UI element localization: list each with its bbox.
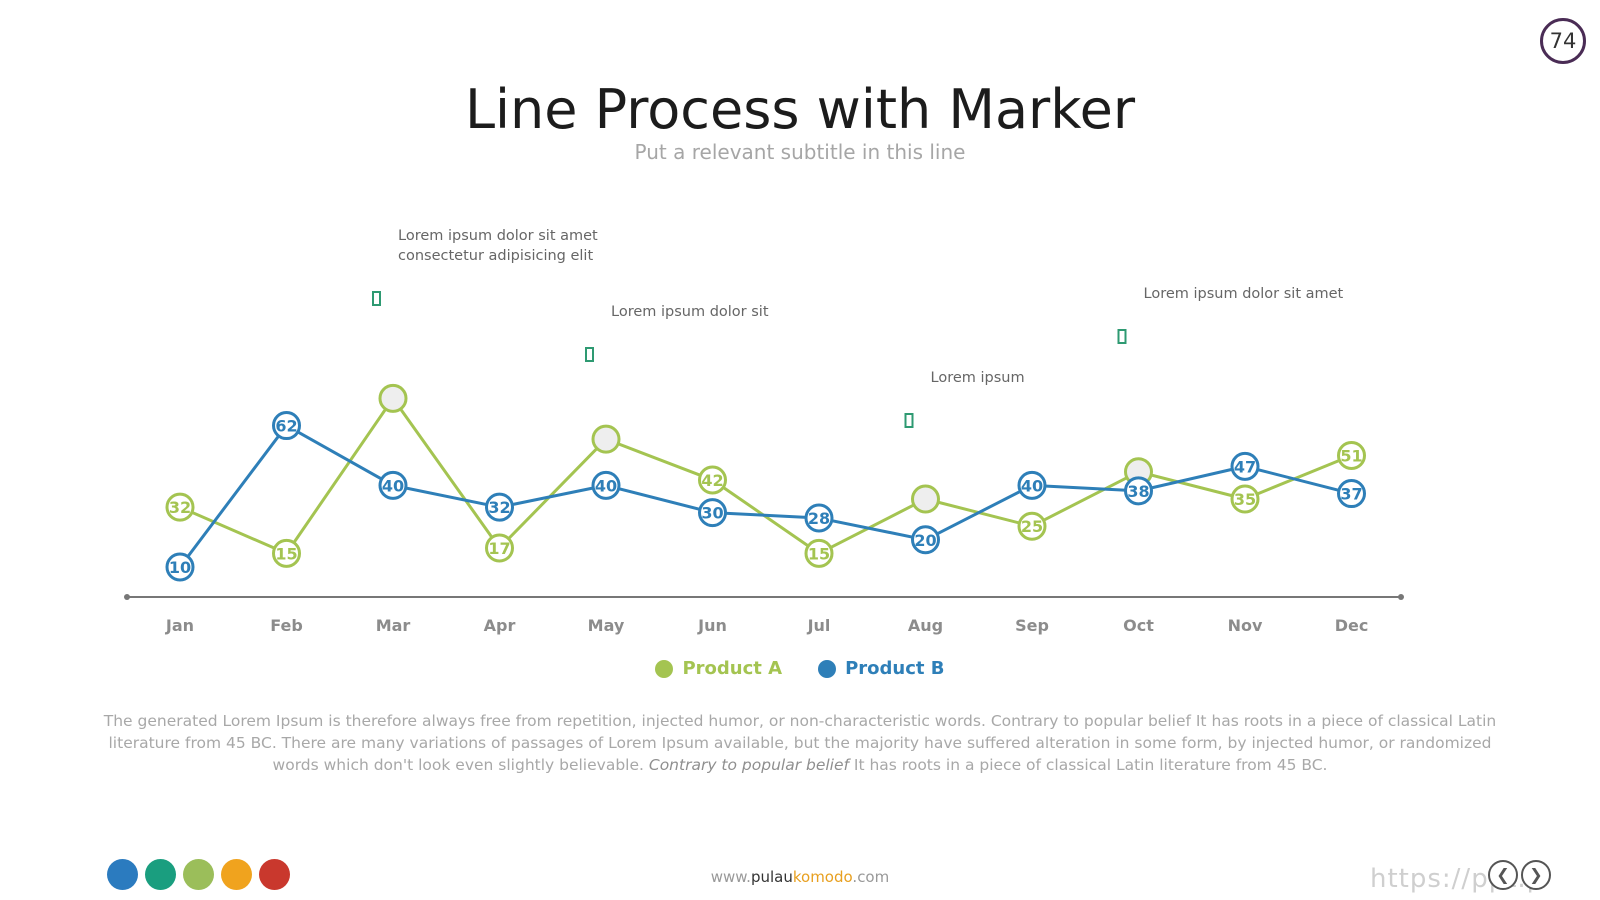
data-label-product-a-apr: 17: [488, 539, 510, 558]
legend-marker-product-b: [818, 659, 837, 678]
annotation-text-3-line-1: Lorem ipsum: [931, 370, 1025, 386]
footer-brand-b: komodo: [792, 868, 853, 886]
data-label-product-b-dec: 37: [1340, 485, 1362, 504]
data-point-product-a-feb: [272, 538, 301, 568]
annotation-marker-2: [585, 347, 594, 362]
x-axis-start-cap: [124, 594, 130, 600]
page-subtitle: Put a relevant subtitle in this line: [634, 140, 966, 164]
palette-dot-3: [183, 859, 214, 890]
color-palette-dots: [107, 859, 290, 890]
data-point-product-a-jul: [804, 538, 834, 568]
data-point-product-b-apr: [485, 492, 514, 522]
x-tick-label-mar: Mar: [376, 616, 411, 635]
data-label-product-a-feb: 15: [275, 544, 297, 563]
palette-dot-1: [107, 859, 138, 890]
data-label-product-a-sep: 25: [1021, 517, 1043, 536]
annotation-marker-3: [904, 413, 914, 428]
footer-website[interactable]: www.pulaukomodo.com: [0, 868, 1600, 886]
body-text-part-1: The generated Lorem Ipsum is therefore a…: [103, 712, 1497, 774]
data-point-product-a-nov: [1230, 484, 1260, 514]
data-point-product-a-aug: [911, 484, 940, 514]
data-label-product-b-jun: 30: [701, 504, 723, 523]
chevron-left-icon: ❮: [1496, 867, 1510, 884]
annotation-marker-4: [1117, 329, 1127, 344]
footer-brand-a: pulau: [750, 868, 793, 886]
legend-label-product-b: Product B: [845, 658, 945, 679]
data-point-product-b-mar: [378, 470, 408, 500]
annotation-text-2-line-1: Lorem ipsum dolor sit: [611, 304, 769, 320]
data-label-product-b-feb: 62: [275, 417, 297, 436]
data-label-product-b-oct: 38: [1127, 482, 1149, 501]
data-label-product-b-jul: 28: [808, 509, 830, 528]
data-label-product-a-dec: 51: [1340, 446, 1362, 465]
data-label-product-a-jul: 15: [808, 544, 830, 563]
data-label-product-b-aug: 20: [914, 531, 936, 550]
annotation-text-1-line-2: consectetur adipisicing elit: [398, 248, 593, 264]
x-tick-label-jan: Jan: [165, 616, 194, 635]
palette-dot-4: [221, 859, 252, 890]
data-label-product-a-nov: 35: [1234, 490, 1256, 509]
x-tick-label-may: May: [588, 616, 625, 635]
palette-dot-5: [259, 859, 290, 890]
x-tick-label-oct: Oct: [1123, 616, 1154, 635]
data-label-product-a-jun: 42: [701, 471, 723, 490]
x-tick-label-jul: Jul: [807, 616, 831, 635]
chart-legend: Product A Product B: [0, 658, 1600, 679]
data-point-product-a-dec: [1337, 440, 1366, 470]
data-point-product-b-jan: [165, 552, 195, 582]
data-point-product-b-sep: [1017, 470, 1047, 500]
data-point-product-a-mar: [378, 383, 408, 413]
data-label-product-b-may: 40: [595, 476, 617, 495]
data-point-product-a-jun: [698, 465, 727, 495]
x-tick-label-aug: Aug: [908, 616, 943, 635]
data-point-product-b-jul: [804, 503, 834, 533]
data-point-product-a-apr: [485, 533, 514, 563]
page-title: Line Process with Marker: [464, 78, 1136, 141]
legend-label-product-a: Product A: [682, 658, 783, 679]
data-point-product-b-jun: [698, 498, 727, 528]
data-point-product-a-may: [591, 424, 621, 454]
palette-dot-2: [145, 859, 176, 890]
data-point-product-b-dec: [1337, 479, 1366, 509]
footer-suffix: .com: [852, 868, 890, 886]
page-number-badge: 74: [1540, 18, 1586, 64]
x-tick-label-jun: Jun: [697, 616, 727, 635]
chevron-right-icon: ❯: [1529, 867, 1543, 884]
body-text-italic: Contrary to popular belief: [648, 756, 849, 774]
x-tick-label-apr: Apr: [484, 616, 516, 635]
series-line-product-a: [179, 396, 1353, 555]
legend-marker-product-a: [655, 659, 674, 678]
data-label-product-b-apr: 32: [488, 498, 510, 517]
series-line-product-b: [178, 424, 1352, 568]
body-paragraph: The generated Lorem Ipsum is therefore a…: [100, 710, 1500, 776]
x-tick-label-dec: Dec: [1335, 616, 1369, 635]
data-label-product-b-nov: 47: [1234, 457, 1256, 476]
legend-item-product-b: Product B: [818, 658, 945, 679]
data-label-product-b-sep: 40: [1021, 476, 1043, 495]
data-label-product-b-mar: 40: [382, 476, 404, 495]
data-point-product-b-oct: [1124, 476, 1153, 506]
footer-prefix: www.: [710, 868, 751, 886]
data-point-product-b-nov: [1230, 451, 1260, 481]
x-tick-label-feb: Feb: [270, 616, 303, 635]
data-label-product-a-jan: 32: [169, 498, 191, 517]
x-tick-label-sep: Sep: [1015, 616, 1049, 635]
data-point-product-a-jan: [165, 492, 195, 522]
prev-slide-button[interactable]: ❮: [1488, 860, 1518, 890]
data-point-product-b-aug: [911, 525, 940, 555]
watermark-text: https://ppt.p: [1370, 864, 1545, 894]
data-label-product-b-jan: 10: [169, 558, 191, 577]
data-point-product-b-may: [591, 470, 621, 500]
annotation-text-1-line-1: Lorem ipsum dolor sit amet: [398, 228, 598, 244]
body-text-part-2: It has roots in a piece of classical Lat…: [848, 756, 1328, 774]
data-point-product-a-sep: [1017, 511, 1047, 541]
legend-item-product-a: Product A: [655, 658, 782, 679]
data-point-product-b-feb: [272, 411, 301, 441]
annotation-marker-1: [372, 291, 381, 306]
next-slide-button[interactable]: ❯: [1521, 860, 1551, 890]
annotation-text-4-line-1: Lorem ipsum dolor sit amet: [1144, 286, 1344, 302]
x-tick-label-nov: Nov: [1228, 616, 1263, 635]
x-axis-end-cap: [1398, 594, 1404, 600]
